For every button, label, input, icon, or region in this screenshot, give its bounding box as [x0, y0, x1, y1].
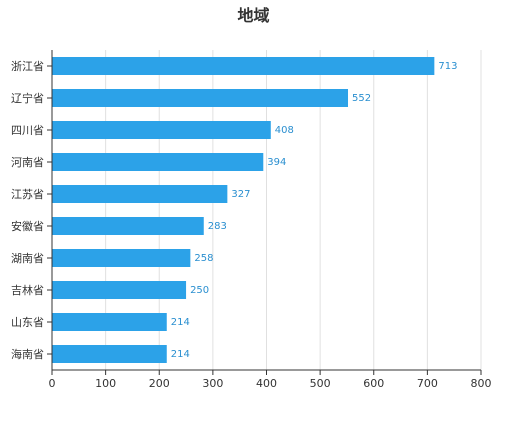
- category-label: 四川省: [11, 124, 44, 137]
- bar: [52, 249, 191, 267]
- bars: [52, 57, 435, 363]
- data-label: 408: [275, 125, 294, 136]
- category-label: 江苏省: [11, 188, 44, 201]
- data-label: 283: [208, 221, 227, 232]
- bar: [52, 281, 187, 299]
- category-label: 山东省: [11, 316, 44, 329]
- category-label: 吉林省: [11, 283, 44, 297]
- x-tick-label: 0: [49, 377, 56, 390]
- category-label: 安徽省: [11, 219, 44, 233]
- data-label: 713: [438, 61, 457, 72]
- bar: [52, 217, 204, 235]
- data-label: 214: [171, 349, 190, 360]
- x-tick-label: 100: [95, 377, 116, 390]
- x-tick-label: 600: [363, 377, 384, 390]
- data-label: 552: [352, 93, 371, 104]
- bar: [52, 313, 167, 331]
- grid-lines: [105, 50, 482, 370]
- x-tick-label: 300: [202, 377, 223, 390]
- x-tick-label: 500: [310, 377, 331, 390]
- category-label: 辽宁省: [11, 91, 44, 105]
- x-tick-label: 400: [256, 377, 277, 390]
- category-label: 浙江省: [11, 60, 44, 73]
- bar: [52, 185, 228, 203]
- bar: [52, 153, 264, 171]
- category-label: 湖南省: [11, 252, 44, 265]
- data-label: 214: [171, 317, 190, 328]
- chart-title: 地域: [237, 6, 270, 25]
- axes: [47, 50, 482, 375]
- bar: [52, 345, 167, 363]
- x-tick-label: 700: [417, 377, 438, 390]
- data-label: 250: [190, 285, 209, 296]
- x-tick-label: 200: [149, 377, 170, 390]
- bar: [52, 89, 349, 107]
- x-tick-label: 800: [471, 377, 492, 390]
- category-label: 河南省: [11, 156, 44, 169]
- category-label: 海南省: [11, 347, 44, 361]
- data-label: 258: [194, 253, 213, 264]
- data-label: 327: [231, 189, 250, 200]
- bar: [52, 57, 435, 75]
- data-label: 394: [267, 157, 286, 168]
- bar: [52, 121, 271, 139]
- labels: 0 100 200 300 400 500 600 700 800 浙江省 713 辽宁省 552 四川省…: [11, 60, 492, 390]
